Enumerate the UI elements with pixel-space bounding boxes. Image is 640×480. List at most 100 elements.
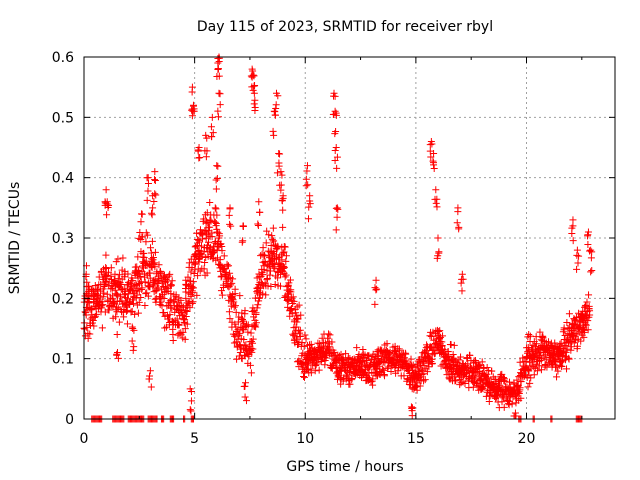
- data-point: [532, 340, 540, 348]
- data-point: [426, 332, 434, 340]
- data-point: [137, 218, 145, 226]
- data-point: [325, 330, 333, 338]
- data-point: [265, 261, 273, 269]
- data-point: [252, 311, 260, 319]
- data-point: [416, 382, 424, 390]
- data-point: [231, 302, 239, 310]
- data-point: [383, 340, 391, 348]
- data-point: [225, 308, 233, 316]
- x-tick-label: 20: [518, 431, 536, 447]
- data-point: [238, 238, 246, 246]
- data-point: [135, 298, 143, 306]
- data-point: [120, 313, 128, 321]
- data-point: [573, 246, 581, 254]
- data-point: [519, 354, 527, 362]
- data-point: [187, 397, 195, 405]
- data-point: [251, 322, 259, 330]
- data-point: [144, 180, 152, 188]
- data-point: [412, 383, 420, 391]
- data-point: [211, 218, 219, 226]
- data-point: [435, 248, 443, 256]
- data-point: [120, 291, 128, 299]
- data-point: [91, 281, 99, 289]
- data-point: [526, 379, 534, 387]
- data-point: [563, 319, 571, 327]
- data-point: [90, 290, 98, 298]
- data-point: [142, 238, 150, 246]
- data-point: [141, 278, 149, 286]
- data-point: [214, 65, 222, 73]
- data-point: [313, 359, 321, 367]
- data-point: [268, 232, 276, 240]
- data-point: [300, 372, 307, 380]
- data-point: [194, 272, 202, 280]
- data-point: [276, 282, 284, 290]
- data-point: [185, 259, 193, 267]
- data-point: [554, 367, 562, 375]
- data-point: [289, 293, 297, 301]
- data-point: [516, 358, 524, 366]
- data-point: [249, 67, 257, 75]
- data-point: [315, 366, 323, 374]
- data-point: [293, 312, 301, 320]
- data-point: [359, 357, 367, 365]
- data-point: [342, 350, 350, 358]
- data-point: [259, 271, 267, 279]
- data-point: [197, 242, 205, 250]
- data-point: [149, 192, 157, 200]
- data-point: [113, 291, 121, 299]
- x-axis-ticks: 0 5 10 15 20: [80, 57, 583, 447]
- data-point: [584, 317, 592, 325]
- data-point: [334, 205, 342, 213]
- data-point: [242, 397, 250, 405]
- data-point: [294, 315, 302, 323]
- data-point: [250, 89, 258, 97]
- data-point: [275, 162, 283, 170]
- data-point: [496, 381, 504, 389]
- data-point: [165, 272, 173, 280]
- data-point: [129, 325, 137, 332]
- data-point: [316, 340, 324, 348]
- data-point: [240, 351, 248, 359]
- data-point: [141, 301, 149, 309]
- data-point: [268, 236, 276, 244]
- data-point: [244, 321, 252, 329]
- data-point: [124, 270, 132, 278]
- data-point: [331, 146, 339, 154]
- data-point: [133, 291, 141, 299]
- data-point: [148, 211, 156, 219]
- data-point: [420, 377, 428, 385]
- data-point: [224, 282, 232, 290]
- data-point: [296, 329, 304, 337]
- data-point: [190, 107, 198, 115]
- data-point: [498, 370, 506, 378]
- data-point: [188, 299, 196, 307]
- data-point: [371, 300, 379, 308]
- data-point: [483, 364, 491, 372]
- data-point: [250, 82, 258, 90]
- data-point: [188, 112, 196, 120]
- data-point: [210, 247, 218, 255]
- data-point: [377, 357, 385, 365]
- data-point: [201, 147, 209, 155]
- data-point: [378, 365, 386, 373]
- data-point: [254, 222, 262, 230]
- data-point: [103, 274, 111, 282]
- data-point: [247, 344, 255, 352]
- data-point: [160, 309, 168, 317]
- data-point: [581, 326, 589, 334]
- data-point: [212, 176, 220, 184]
- data-point: [207, 123, 215, 131]
- data-point: [98, 324, 106, 332]
- data-point: [559, 357, 567, 365]
- data-point: [455, 223, 463, 231]
- data-point: [279, 206, 287, 214]
- data-point: [450, 354, 458, 362]
- chart-title: Day 115 of 2023, SRMTID for receiver rby…: [197, 19, 493, 35]
- data-point: [571, 316, 579, 324]
- data-point: [191, 259, 199, 267]
- data-point: [166, 270, 174, 278]
- data-point: [85, 283, 93, 291]
- data-point: [103, 198, 111, 206]
- data-point: [240, 342, 248, 350]
